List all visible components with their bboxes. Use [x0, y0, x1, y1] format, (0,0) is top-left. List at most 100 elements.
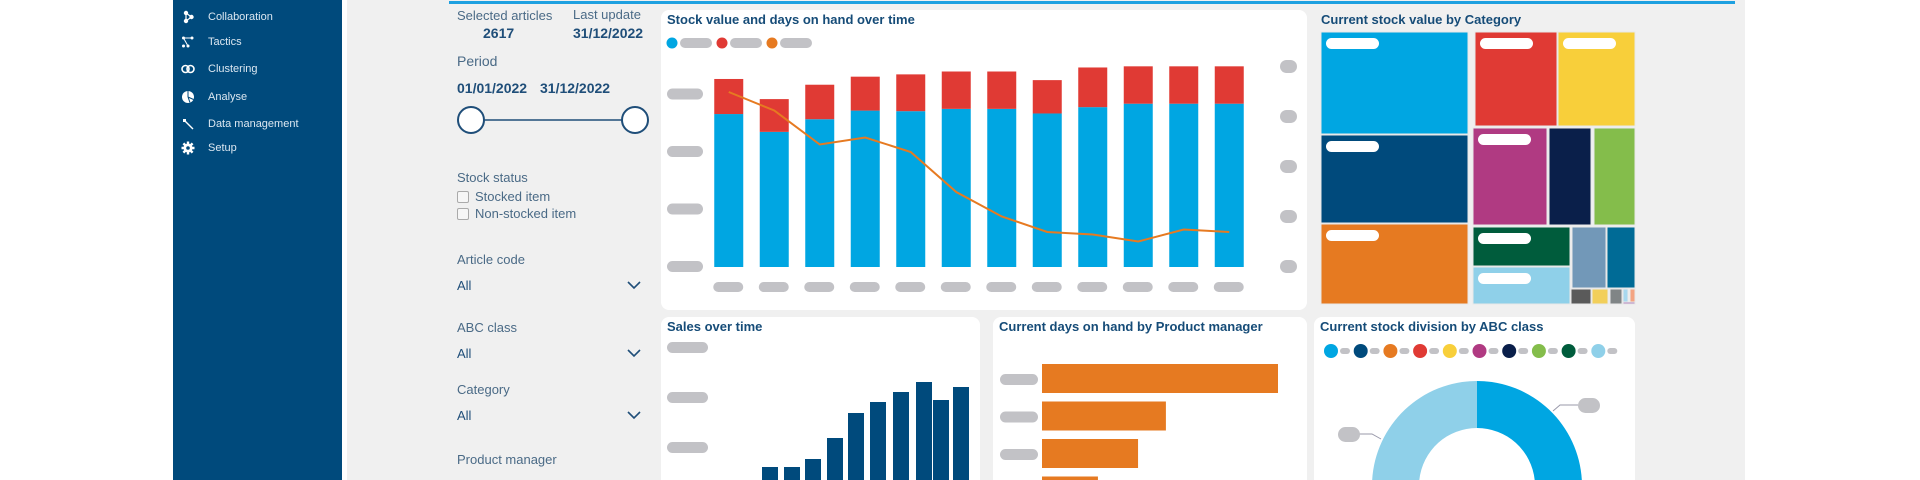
last-update-value: 31/12/2022	[573, 25, 644, 41]
bar	[827, 438, 843, 480]
leader-line	[1359, 433, 1382, 440]
donut-slice	[1477, 381, 1582, 480]
bar-segment	[714, 114, 744, 267]
sidebar-item-tactics[interactable]: Tactics	[173, 31, 342, 53]
bar-segment	[759, 99, 789, 132]
tab-indicator	[449, 1, 1735, 4]
treemap-tile	[1472, 226, 1571, 267]
legend-swatch	[1324, 344, 1338, 358]
sidebar-item-label: Tactics	[208, 36, 242, 48]
bar-segment	[805, 84, 835, 120]
category-dropdown[interactable]: All	[457, 407, 647, 427]
y2-axis-label	[1280, 210, 1297, 223]
tile-label	[1563, 38, 1616, 49]
x-axis-label	[1213, 282, 1244, 292]
x-axis-label	[1077, 282, 1108, 292]
legend-swatch	[716, 37, 728, 49]
leader-line	[1552, 404, 1578, 412]
chart-title: Current stock division by ABC class	[1320, 319, 1544, 334]
category-label: Category	[457, 382, 510, 397]
bar	[1042, 364, 1278, 393]
sidebar-item-collaboration[interactable]: Collaboration	[173, 6, 342, 28]
y-axis-label	[667, 342, 708, 353]
bar-segment	[1123, 66, 1153, 104]
abc-class-dropdown[interactable]: All	[457, 345, 647, 365]
abc-donut-chart	[1324, 344, 1618, 480]
slider-handle-start[interactable]	[457, 106, 485, 134]
days-on-hand-line	[728, 91, 1230, 243]
pie-chart-icon	[182, 91, 194, 103]
bar	[848, 413, 864, 480]
sidebar-item-setup[interactable]: Setup	[173, 137, 342, 159]
bar-segment	[941, 108, 971, 267]
bar	[953, 387, 969, 480]
stock-value-treemap	[1320, 31, 1636, 305]
tile-label	[1326, 38, 1379, 49]
bar-segment	[850, 110, 880, 267]
bar-segment	[1169, 66, 1199, 104]
chart-title: Current stock value by Category	[1321, 12, 1522, 27]
chevron-down-icon	[627, 349, 641, 358]
treemap-tile	[1571, 226, 1607, 289]
bar	[893, 392, 909, 480]
bar-segment	[1032, 80, 1062, 114]
sidebar-item-data-management[interactable]: Data management	[173, 113, 342, 135]
legend-label	[1607, 348, 1618, 354]
legend-label	[780, 38, 812, 48]
x-axis-label	[1122, 282, 1153, 292]
abc-class-label: ABC class	[457, 320, 517, 335]
stock-value-chart-card: Stock value and days on hand over time	[661, 10, 1307, 310]
treemap-tile	[1609, 288, 1623, 305]
sidebar-item-label: Setup	[208, 142, 237, 154]
checkbox-box[interactable]	[457, 190, 469, 203]
slider-handle-end[interactable]	[621, 106, 649, 134]
sidebar-item-label: Collaboration	[208, 11, 273, 23]
legend-swatch	[1472, 344, 1487, 358]
bar-segment	[896, 74, 926, 112]
chart-title: Stock value and days on hand over time	[667, 12, 915, 27]
bar-segment	[987, 108, 1017, 267]
x-axis-label	[1168, 282, 1199, 292]
stocked-item-checkbox[interactable]: Stocked item	[457, 189, 550, 204]
bar-segment	[1169, 103, 1199, 267]
tile-label	[1478, 134, 1531, 145]
period-end: 31/12/2022	[540, 80, 611, 96]
period-slider[interactable]	[455, 104, 653, 136]
dropdown-value: All	[457, 278, 472, 293]
period-start: 01/01/2022	[457, 80, 528, 96]
legend-label	[1518, 348, 1529, 354]
bar-segment	[1078, 67, 1108, 108]
donut-slice	[1372, 381, 1477, 480]
tile-label	[1326, 230, 1379, 241]
bar	[784, 467, 800, 480]
bar-segment	[850, 76, 880, 111]
y2-axis-label	[1280, 260, 1297, 273]
article-code-dropdown[interactable]: All	[457, 277, 647, 297]
legend-label	[1340, 348, 1350, 354]
sidebar-item-analyse[interactable]: Analyse	[173, 86, 342, 108]
y-axis-label	[667, 88, 703, 100]
legend-label	[1369, 348, 1380, 354]
sidebar-item-clustering[interactable]: Clustering	[173, 58, 342, 80]
x-axis-label	[940, 282, 971, 292]
y-axis-label	[1000, 411, 1038, 423]
x-axis-label	[895, 282, 926, 292]
treemap-tile	[1472, 266, 1571, 305]
days-on-hand-card: Current days on hand by Product manager	[993, 317, 1307, 480]
checkbox-box[interactable]	[457, 207, 469, 220]
bar-segment	[987, 71, 1017, 109]
legend-label	[1488, 348, 1499, 354]
chevron-down-icon	[627, 281, 641, 290]
sidebar: Collaboration Tactics Clustering Analyse…	[173, 0, 342, 480]
treemap-tile	[1606, 226, 1636, 289]
x-axis-label	[849, 282, 880, 292]
treemap-tile	[1591, 288, 1609, 305]
non-stocked-item-checkbox[interactable]: Non-stocked item	[457, 206, 576, 221]
tactics-icon	[182, 36, 194, 48]
sidebar-item-label: Clustering	[208, 63, 258, 75]
tile-label	[1478, 233, 1531, 244]
selected-articles-value: 2617	[483, 25, 515, 41]
chart-title: Current days on hand by Product manager	[999, 319, 1263, 334]
x-axis-label	[713, 282, 744, 292]
y-axis-label	[667, 203, 703, 215]
